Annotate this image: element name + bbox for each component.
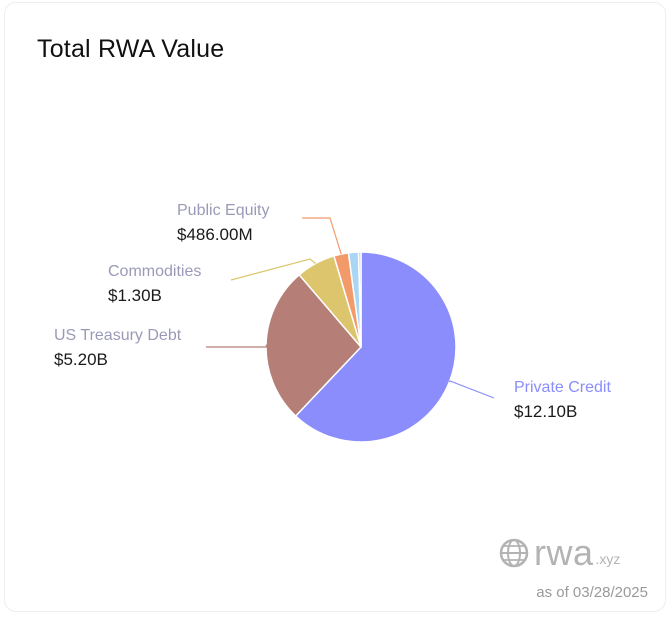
slice-label-commodities: Commodities (108, 263, 201, 280)
leader-line-commodities (230, 258, 316, 281)
slice-value-us-treasury-debt: $5.20B (54, 350, 108, 369)
slice-value-private-credit: $12.10B (514, 402, 577, 421)
slice-value-public-equity: $486.00M (177, 225, 253, 244)
slice-label-us-treasury-debt: US Treasury Debt (54, 327, 182, 344)
leader-line-private-credit (448, 380, 495, 399)
globe-icon (499, 538, 529, 568)
rwa-logo: rwa .xyz (498, 532, 621, 573)
pie-slice-other-5[interactable] (357, 251, 362, 348)
leader-line-public-equity (302, 217, 342, 255)
leader-line-us-treasury-debt (206, 344, 268, 348)
pie-slice-private-credit[interactable] (294, 251, 457, 443)
logo-tld: .xyz (595, 551, 621, 567)
logo-wordmark: rwa (534, 532, 594, 573)
slice-label-public-equity: Public Equity (177, 202, 270, 219)
slice-label-private-credit: Private Credit (514, 379, 611, 396)
chart-title: Total RWA Value (37, 35, 225, 63)
slice-value-commodities: $1.30B (108, 286, 162, 305)
as-of-date: as of 03/28/2025 (536, 584, 648, 601)
